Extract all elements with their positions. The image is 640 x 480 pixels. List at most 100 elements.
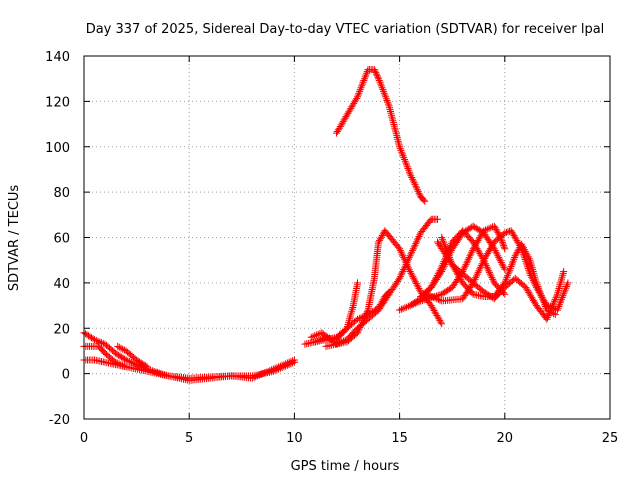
data-point: [311, 332, 319, 340]
data-point: [396, 273, 404, 281]
data-point: [407, 269, 415, 277]
data-point: [356, 87, 364, 95]
data-point: [354, 91, 362, 99]
data-point: [413, 184, 421, 192]
data-point: [436, 266, 444, 274]
data-point: [376, 236, 383, 244]
data-point: [289, 359, 297, 367]
data-point: [427, 283, 435, 291]
data-point: [278, 364, 286, 372]
data-point: [348, 307, 356, 315]
data-point: [122, 363, 130, 371]
data-point: [362, 311, 370, 319]
data-point: [523, 261, 531, 269]
data-point: [487, 272, 495, 280]
data-point: [96, 338, 104, 346]
data-point: [535, 286, 543, 294]
data-point: [143, 363, 151, 371]
data-point: [354, 279, 361, 287]
data-point: [413, 281, 421, 289]
data-point: [535, 284, 542, 292]
data-point: [485, 268, 493, 276]
data-point: [463, 259, 471, 267]
data-point: [122, 356, 130, 364]
data-point: [117, 361, 125, 369]
data-point: [564, 279, 572, 287]
data-point: [552, 294, 560, 302]
data-point: [532, 279, 540, 287]
data-point: [397, 271, 405, 279]
data-point: [398, 269, 406, 277]
data-point: [439, 259, 447, 267]
data-point: [379, 296, 387, 304]
data-point: [384, 98, 392, 106]
data-point: [537, 290, 545, 298]
data-point: [547, 306, 555, 314]
data-point: [447, 242, 455, 250]
data-point: [371, 67, 379, 75]
data-point: [396, 306, 404, 314]
data-point: [401, 304, 409, 312]
data-point: [473, 272, 480, 280]
y-axis-label: SDTVAR / TECUs: [7, 185, 22, 292]
series-arc-14: [434, 238, 568, 323]
x-tick-label: 0: [80, 431, 88, 446]
data-point: [415, 233, 423, 240]
data-point: [120, 362, 128, 370]
series-arc-13: [438, 234, 559, 319]
data-point: [370, 66, 378, 74]
data-point: [411, 180, 419, 188]
data-point: [357, 314, 365, 322]
data-point: [432, 273, 440, 281]
data-point: [556, 281, 564, 289]
data-point: [283, 361, 291, 369]
data-point: [406, 252, 414, 260]
data-point: [373, 72, 381, 80]
data-point: [420, 196, 428, 204]
data-point: [124, 357, 132, 365]
data-point: [492, 248, 500, 256]
data-point: [509, 259, 516, 267]
data-point: [520, 244, 527, 252]
data-point: [496, 255, 503, 263]
data-point: [500, 242, 508, 250]
data-point: [375, 304, 383, 312]
data-point: [381, 91, 389, 99]
data-point: [399, 252, 407, 260]
x-tick-label: 20: [497, 431, 514, 446]
data-point: [409, 246, 416, 254]
data-point: [501, 290, 509, 298]
series-arc-4: [114, 342, 151, 371]
data-point: [560, 288, 568, 296]
data-point: [410, 274, 418, 282]
data-point: [397, 146, 405, 154]
data-point: [504, 272, 512, 280]
data-point: [406, 170, 414, 178]
data-point: [500, 243, 508, 251]
data-point: [409, 245, 417, 253]
data-point: [407, 172, 415, 180]
data-point: [414, 283, 422, 291]
data-point: [430, 293, 437, 301]
x-tick-label: 25: [602, 431, 619, 446]
chart-title: Day 337 of 2025, Sidereal Day-to-day VTE…: [86, 22, 605, 37]
data-point: [547, 305, 555, 312]
data-point: [408, 248, 416, 256]
data-point: [483, 263, 491, 271]
data-point: [546, 308, 554, 316]
data-point: [290, 358, 298, 366]
data-point: [551, 311, 559, 319]
series-arc-3: [80, 342, 130, 371]
data-point: [357, 322, 365, 330]
data-point: [478, 260, 486, 268]
y-tick-label: 20: [53, 322, 70, 337]
data-point: [544, 312, 552, 320]
data-point: [485, 224, 493, 232]
data-point: [498, 238, 506, 246]
data-point: [415, 189, 423, 197]
data-point: [353, 95, 361, 102]
data-point: [358, 80, 366, 88]
data-point: [556, 299, 564, 307]
data-point: [534, 283, 542, 290]
data-point: [562, 284, 570, 292]
